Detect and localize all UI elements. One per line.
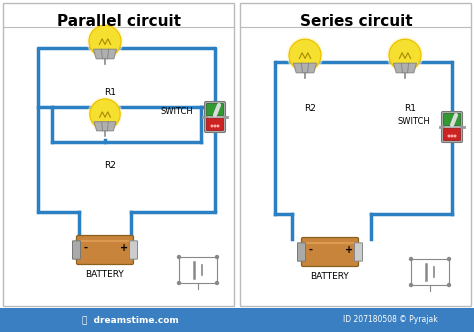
Polygon shape: [293, 63, 317, 73]
Text: +: +: [345, 245, 353, 255]
Text: R1: R1: [104, 88, 116, 97]
Circle shape: [213, 124, 217, 127]
Text: -: -: [84, 243, 88, 253]
FancyBboxPatch shape: [298, 243, 306, 261]
Bar: [0, 308, 474, 332]
Circle shape: [87, 23, 123, 60]
Circle shape: [89, 25, 121, 57]
Circle shape: [217, 124, 219, 127]
Text: R2: R2: [104, 160, 116, 170]
FancyBboxPatch shape: [355, 243, 363, 261]
Circle shape: [88, 97, 122, 131]
Circle shape: [450, 134, 454, 137]
Circle shape: [447, 257, 451, 261]
Circle shape: [177, 255, 181, 259]
Circle shape: [287, 37, 323, 74]
FancyBboxPatch shape: [129, 241, 137, 259]
FancyBboxPatch shape: [444, 114, 461, 125]
Text: ID 207180508 © Pyrajak: ID 207180508 © Pyrajak: [343, 315, 438, 324]
Circle shape: [177, 281, 181, 285]
FancyBboxPatch shape: [3, 3, 234, 306]
FancyBboxPatch shape: [73, 241, 81, 259]
Text: R2: R2: [304, 104, 316, 113]
Circle shape: [389, 39, 421, 71]
Polygon shape: [393, 63, 417, 73]
Text: BATTERY: BATTERY: [310, 272, 349, 281]
FancyBboxPatch shape: [441, 112, 463, 142]
FancyBboxPatch shape: [444, 128, 461, 140]
Circle shape: [454, 134, 456, 137]
Circle shape: [387, 37, 423, 74]
FancyBboxPatch shape: [207, 119, 224, 130]
Polygon shape: [94, 122, 116, 131]
Circle shape: [210, 124, 213, 127]
Circle shape: [90, 99, 120, 129]
Circle shape: [289, 39, 321, 71]
Text: Series circuit: Series circuit: [300, 14, 412, 29]
Text: -: -: [309, 245, 313, 255]
Text: +: +: [120, 243, 128, 253]
FancyBboxPatch shape: [204, 102, 226, 132]
Text: ⓓ  dreamstime.com: ⓓ dreamstime.com: [82, 315, 178, 324]
Polygon shape: [93, 49, 117, 59]
Circle shape: [409, 257, 413, 261]
Circle shape: [215, 281, 219, 285]
FancyBboxPatch shape: [301, 237, 358, 267]
Text: BATTERY: BATTERY: [86, 270, 124, 279]
FancyBboxPatch shape: [76, 235, 134, 265]
Circle shape: [409, 283, 413, 287]
Text: R1: R1: [404, 104, 416, 113]
Circle shape: [447, 134, 450, 137]
Text: SWITCH: SWITCH: [397, 117, 430, 125]
Circle shape: [447, 283, 451, 287]
FancyBboxPatch shape: [207, 104, 224, 116]
Text: SWITCH: SWITCH: [160, 107, 193, 116]
Text: Parallel circuit: Parallel circuit: [57, 14, 181, 29]
FancyBboxPatch shape: [240, 3, 471, 306]
Circle shape: [215, 255, 219, 259]
